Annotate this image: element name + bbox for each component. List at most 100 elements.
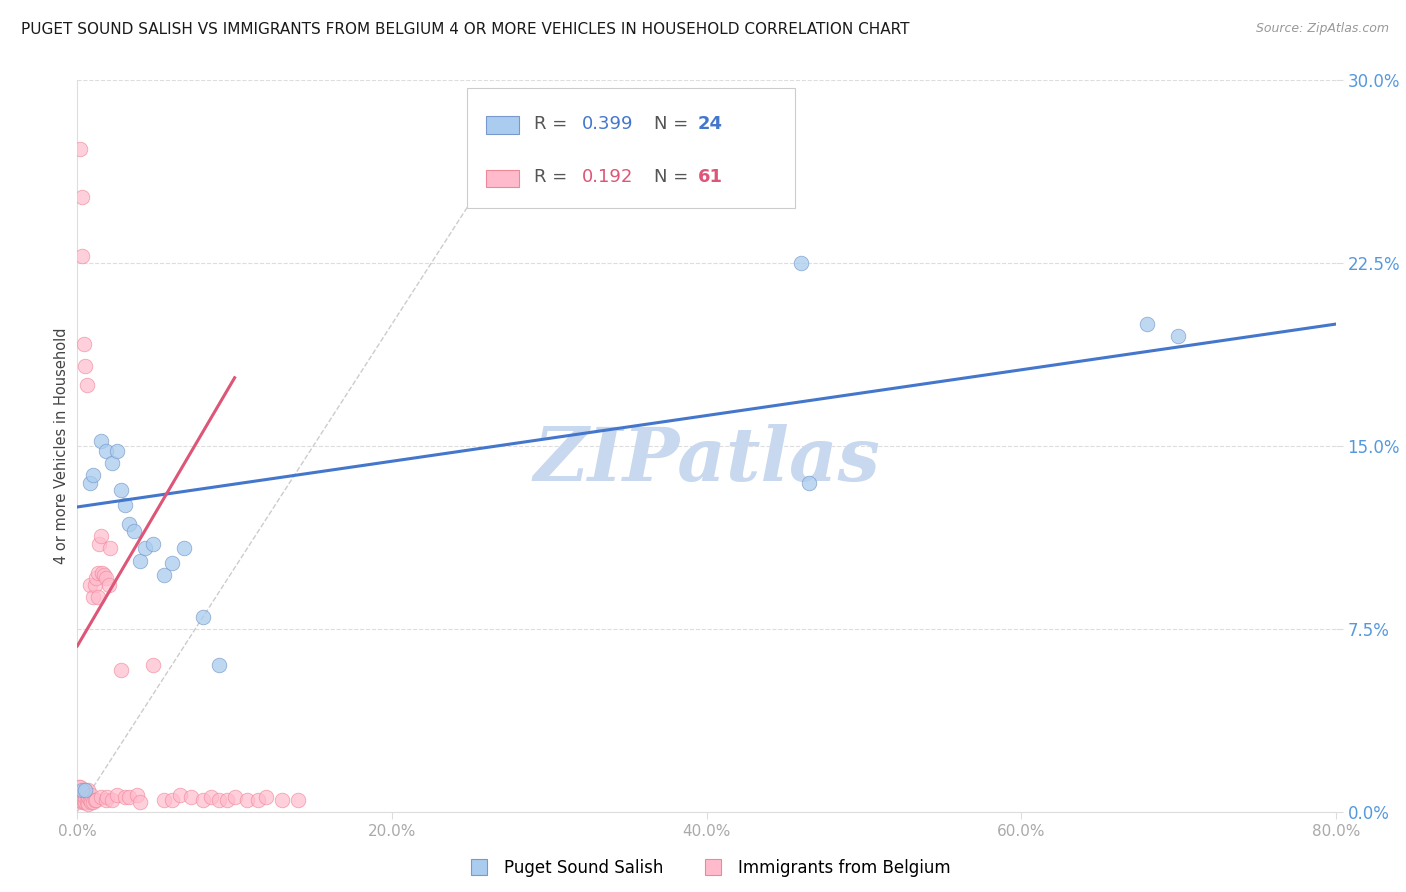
Point	[110, 663, 132, 677]
Point	[69, 142, 91, 156]
Point	[75, 790, 97, 805]
Point	[84, 792, 107, 806]
Text: 0.192: 0.192	[582, 169, 633, 186]
Point	[129, 795, 152, 809]
Point	[72, 795, 94, 809]
Point	[153, 792, 176, 806]
Text: ZIPatlas: ZIPatlas	[533, 425, 880, 497]
Legend: Puget Sound Salish, Immigrants from Belgium: Puget Sound Salish, Immigrants from Belg…	[456, 853, 957, 884]
Point	[1136, 317, 1159, 331]
Y-axis label: 4 or more Vehicles in Household: 4 or more Vehicles in Household	[53, 327, 69, 565]
Point	[75, 782, 97, 797]
Point	[122, 524, 145, 539]
Point	[224, 790, 246, 805]
Point	[105, 443, 128, 458]
Point	[200, 790, 222, 805]
Point	[79, 792, 101, 806]
Point	[76, 378, 98, 392]
Point	[75, 795, 97, 809]
Point	[101, 792, 124, 806]
Point	[142, 536, 165, 550]
Point	[790, 256, 813, 270]
Point	[127, 788, 149, 802]
Point	[173, 541, 195, 556]
Point	[94, 571, 117, 585]
Point	[160, 792, 183, 806]
Point	[98, 541, 121, 556]
Point	[67, 780, 90, 795]
FancyBboxPatch shape	[486, 116, 519, 134]
Point	[69, 792, 91, 806]
Text: 61: 61	[697, 169, 723, 186]
Point	[153, 568, 176, 582]
Point	[236, 792, 259, 806]
Point	[118, 516, 141, 531]
Text: N =: N =	[654, 169, 693, 186]
Text: 0.399: 0.399	[582, 115, 634, 133]
Point	[191, 609, 215, 624]
Point	[254, 790, 277, 805]
Point	[80, 795, 103, 809]
Point	[70, 795, 93, 809]
Point	[142, 658, 165, 673]
Point	[91, 566, 114, 580]
Point	[94, 443, 117, 458]
Point	[96, 790, 118, 805]
Point	[114, 498, 136, 512]
Point	[72, 336, 94, 351]
Point	[72, 785, 94, 799]
Text: 24: 24	[697, 115, 723, 133]
Point	[191, 792, 215, 806]
Point	[129, 553, 152, 567]
Point	[84, 571, 107, 585]
Point	[66, 788, 89, 802]
Point	[90, 790, 112, 805]
Point	[77, 797, 100, 812]
Point	[110, 483, 132, 497]
Point	[287, 792, 309, 806]
Point	[797, 475, 820, 490]
Point	[70, 785, 93, 799]
Point	[1167, 329, 1189, 343]
Point	[76, 788, 98, 802]
Point	[87, 590, 110, 604]
Point	[114, 790, 136, 805]
Text: R =: R =	[534, 115, 574, 133]
Point	[82, 590, 104, 604]
Text: Source: ZipAtlas.com: Source: ZipAtlas.com	[1256, 22, 1389, 36]
Point	[208, 658, 231, 673]
Point	[270, 792, 292, 806]
Point	[247, 792, 270, 806]
Point	[208, 792, 231, 806]
Point	[215, 792, 238, 806]
Point	[82, 468, 104, 483]
Point	[77, 782, 100, 797]
FancyBboxPatch shape	[467, 87, 794, 209]
Point	[134, 541, 156, 556]
Point	[76, 795, 98, 809]
Point	[169, 788, 191, 802]
Point	[82, 795, 104, 809]
Point	[160, 556, 183, 570]
Text: PUGET SOUND SALISH VS IMMIGRANTS FROM BELGIUM 4 OR MORE VEHICLES IN HOUSEHOLD CO: PUGET SOUND SALISH VS IMMIGRANTS FROM BE…	[21, 22, 910, 37]
Point	[67, 792, 90, 806]
Point	[77, 790, 100, 805]
Point	[69, 780, 91, 795]
Point	[87, 566, 110, 580]
Point	[75, 359, 97, 373]
Point	[79, 475, 101, 490]
Point	[75, 782, 97, 797]
Point	[89, 536, 111, 550]
Point	[70, 249, 93, 263]
Point	[101, 456, 124, 470]
Text: R =: R =	[534, 169, 574, 186]
Point	[70, 782, 93, 797]
Point	[90, 529, 112, 543]
Point	[97, 578, 120, 592]
Point	[118, 790, 141, 805]
Point	[83, 578, 105, 592]
Point	[93, 568, 115, 582]
Point	[79, 578, 101, 592]
Point	[94, 792, 117, 806]
Point	[70, 190, 93, 204]
